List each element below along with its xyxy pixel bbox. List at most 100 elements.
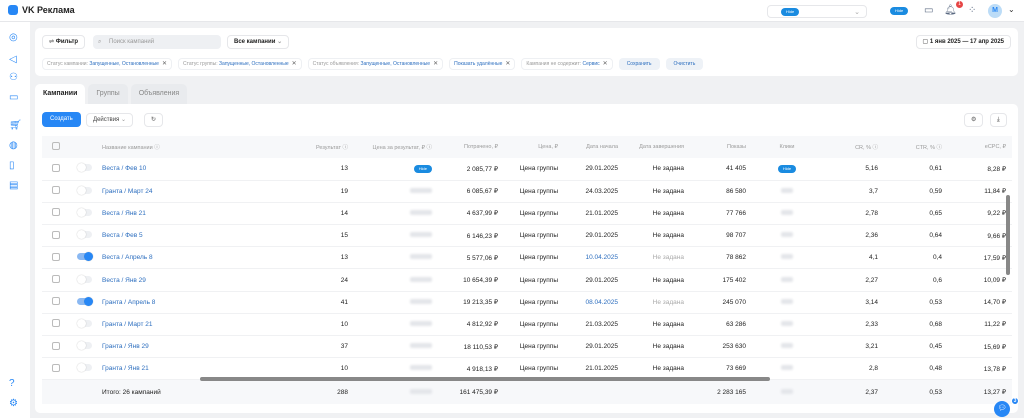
campaign-name-link[interactable]: Веста / Янв 29 (98, 268, 298, 292)
row-checkbox[interactable] (52, 230, 60, 239)
campaign-name-link[interactable]: Гранта / Янв 21 (98, 357, 298, 381)
close-icon[interactable]: ✕ (433, 61, 439, 67)
cart-icon[interactable]: 🛒︎ (9, 120, 22, 131)
horizontal-scrollbar[interactable] (200, 377, 770, 381)
col-ctr[interactable]: CTR, % ⓘ (884, 136, 948, 158)
filter-chip-ad-status[interactable]: Статус объявления: Запущенные, Остановле… (307, 58, 444, 70)
status-toggle[interactable] (76, 341, 92, 351)
apps-grid-icon[interactable]: ⁘ (968, 5, 977, 16)
tab-campaigns[interactable]: Кампании (35, 84, 86, 104)
campaign-name-link[interactable]: Веста / Фев 5 (98, 224, 298, 248)
close-icon[interactable]: ✕ (161, 61, 167, 67)
wallet-icon[interactable]: ▭ (924, 5, 934, 16)
col-price[interactable]: Цена, ₽ (504, 136, 564, 158)
bell-icon[interactable]: 🔔︎ (944, 5, 957, 16)
status-toggle[interactable] (76, 318, 92, 328)
col-result[interactable]: Результат ⓘ (298, 136, 354, 158)
wallet-icon[interactable]: ▭ (9, 92, 19, 103)
globe-icon[interactable]: ◍ (9, 140, 18, 151)
filter-chip-not-contains[interactable]: Кампания не содержит: Сервис ✕ (521, 58, 613, 70)
close-icon[interactable]: ✕ (602, 61, 608, 67)
status-toggle[interactable] (76, 163, 92, 173)
megaphone-icon[interactable]: ◁ (9, 54, 17, 65)
tabs: Кампании Группы Объявления (35, 84, 188, 104)
status-toggle[interactable] (76, 363, 92, 373)
cr: 2,78 (822, 202, 884, 226)
row-checkbox[interactable] (52, 297, 60, 306)
start-date: 24.03.2025 (564, 180, 624, 203)
search-input[interactable]: ⌕ Поиск кампаний (93, 35, 221, 49)
campaign-name-link[interactable]: Гранта / Апрель 8 (98, 291, 298, 314)
campaign-name-link[interactable]: Веста / Фев 10 (98, 158, 298, 181)
close-icon[interactable]: ✕ (505, 61, 511, 67)
date-range-picker[interactable]: ▢ 1 янв 2025 — 17 апр 2025 (915, 35, 1011, 49)
row-checkbox[interactable] (52, 252, 60, 261)
sliders-icon: ⇌ (49, 39, 56, 45)
account-selector[interactable]: Hide ⌄ (767, 5, 867, 18)
row-checkbox[interactable] (52, 186, 60, 195)
row-checkbox[interactable] (52, 363, 60, 372)
col-clicks[interactable]: Клики (752, 136, 822, 158)
create-button[interactable]: Создать (42, 112, 81, 127)
actions-dropdown[interactable]: Действия ⌄ (86, 113, 133, 127)
row-checkbox[interactable] (52, 319, 60, 328)
vertical-scrollbar[interactable] (1006, 195, 1010, 275)
status-toggle[interactable] (76, 252, 93, 262)
campaign-name-link[interactable]: Веста / Апрель 8 (98, 246, 298, 270)
ecpc: 9,66 ₽ (948, 224, 1012, 248)
document-icon[interactable]: ▤ (9, 180, 19, 191)
status-toggle[interactable] (76, 230, 92, 240)
clear-filter-button[interactable]: Очистить (665, 58, 704, 70)
row-checkbox[interactable] (52, 275, 60, 284)
status-toggle[interactable] (76, 185, 92, 195)
help-icon[interactable]: ? (9, 378, 15, 389)
logo[interactable]: VK Реклама (8, 5, 75, 15)
table-row: Гранта / Март 21 10 4 812,92 ₽ Цена груп… (42, 313, 1012, 337)
filter-chip-show-deleted[interactable]: Показать удалённые ✕ (449, 58, 516, 70)
chevron-down-icon[interactable]: ⌄ (1008, 5, 1015, 14)
campaigns-select[interactable]: Все кампании ⌄ (227, 35, 290, 49)
end-date: Не задана (624, 224, 690, 248)
col-spent[interactable]: Потрачено, ₽ (438, 136, 504, 158)
chat-button[interactable]: 💬︎ 3 (994, 397, 1019, 417)
chat-badge: 3 (1011, 397, 1019, 405)
filter-panel: ⇌ Фильтр ⌕ Поиск кампаний Все кампании ⌄ … (35, 28, 1018, 76)
row-checkbox[interactable] (52, 163, 60, 172)
campaign-name-link[interactable]: Гранта / Янв 29 (98, 335, 298, 359)
filter-button[interactable]: ⇌ Фильтр (42, 35, 86, 49)
filter-chip-group-status[interactable]: Статус группы: Запущенные, Остановленные… (177, 58, 302, 70)
notification-badge: 1 (956, 1, 963, 8)
hidden-value (410, 365, 432, 371)
users-icon[interactable]: ⚇ (9, 72, 18, 83)
tab-groups[interactable]: Группы (88, 84, 128, 104)
tab-ads[interactable]: Объявления (130, 84, 188, 104)
col-cost-per-result[interactable]: Цена за результат, ₽ ⓘ (354, 136, 438, 158)
status-toggle[interactable] (76, 207, 92, 217)
campaign-name-link[interactable]: Гранта / Март 21 (98, 313, 298, 337)
status-toggle[interactable] (76, 274, 92, 284)
row-checkbox[interactable] (52, 208, 60, 217)
col-cr[interactable]: CR, % ⓘ (822, 136, 884, 158)
compass-icon[interactable]: ◎ (9, 32, 18, 43)
col-name[interactable]: Название кампании ⓘ (98, 136, 298, 158)
col-end-date[interactable]: Дата завершения (624, 136, 690, 158)
refresh-button[interactable]: ↻ (144, 113, 164, 127)
campaigns-table: Название кампании ⓘ Результат ⓘ Цена за … (42, 136, 1012, 404)
campaign-name-link[interactable]: Веста / Янв 21 (98, 202, 298, 226)
select-all-checkbox[interactable] (52, 142, 60, 150)
avatar[interactable]: M (988, 4, 1002, 18)
status-toggle[interactable] (76, 296, 93, 306)
filter-chip-campaign-status[interactable]: Статус кампании: Запущенные, Остановленн… (42, 58, 172, 70)
row-checkbox[interactable] (52, 341, 60, 350)
hidden-mask-badge: Hide (777, 164, 797, 173)
save-filter-button[interactable]: Сохранить (618, 58, 660, 70)
settings-icon[interactable]: ⚙ (9, 398, 18, 409)
campaign-name-link[interactable]: Гранта / Март 24 (98, 180, 298, 203)
col-start-date[interactable]: Дата начала (564, 136, 624, 158)
close-icon[interactable]: ✕ (291, 61, 297, 67)
phone-icon[interactable]: ▯ (9, 160, 15, 171)
col-ecpc[interactable]: eCPC, ₽ (948, 136, 1012, 158)
col-shows[interactable]: Показы (690, 136, 752, 158)
download-button[interactable]: ⤓ (990, 113, 1007, 127)
settings-button[interactable]: ⚙ (964, 113, 984, 127)
